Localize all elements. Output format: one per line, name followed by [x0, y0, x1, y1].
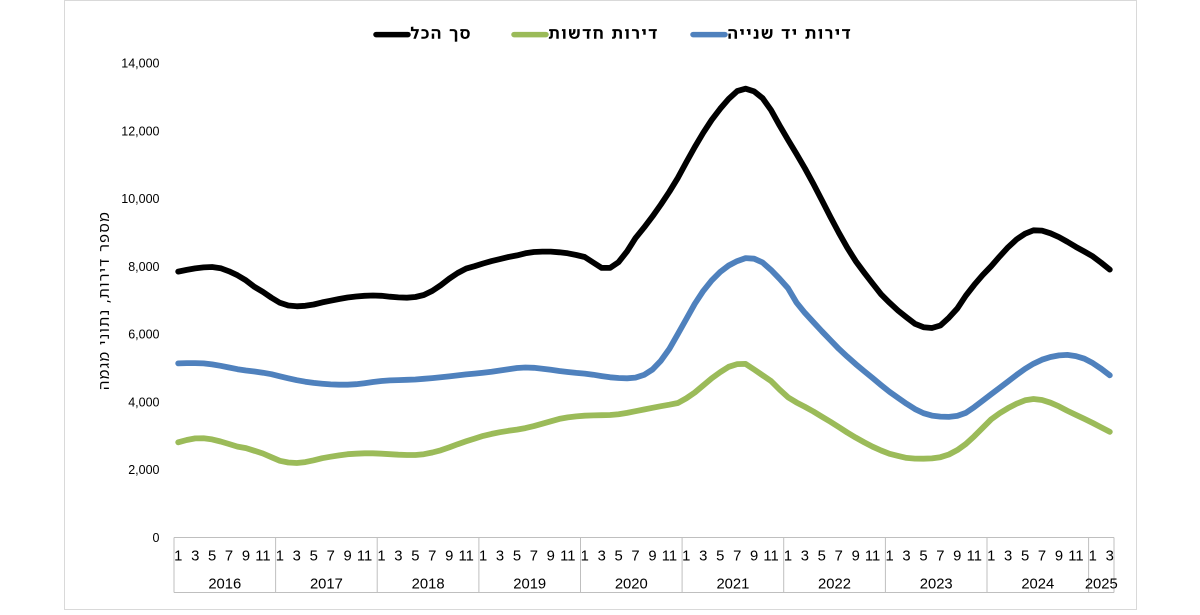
svg-text:3: 3 [801, 549, 809, 565]
svg-text:2017: 2017 [310, 577, 343, 593]
svg-text:9: 9 [852, 549, 860, 565]
svg-text:2023: 2023 [920, 577, 953, 593]
svg-text:11: 11 [357, 549, 372, 565]
svg-text:3: 3 [1004, 549, 1012, 565]
svg-text:7: 7 [835, 549, 843, 565]
svg-text:1: 1 [784, 549, 792, 565]
svg-text:9: 9 [1055, 549, 1063, 565]
svg-text:7: 7 [428, 549, 436, 565]
svg-text:11: 11 [865, 549, 880, 565]
svg-text:2016: 2016 [208, 577, 241, 593]
svg-text:1: 1 [581, 549, 589, 565]
svg-text:5: 5 [513, 549, 521, 565]
svg-text:3: 3 [598, 549, 606, 565]
svg-text:5: 5 [310, 549, 318, 565]
svg-text:10,000: 10,000 [121, 192, 159, 206]
svg-text:3: 3 [1106, 549, 1114, 565]
svg-text:11: 11 [255, 549, 270, 565]
svg-text:2024: 2024 [1021, 577, 1054, 593]
svg-text:5: 5 [411, 549, 419, 565]
svg-text:2,000: 2,000 [128, 463, 159, 477]
svg-text:2018: 2018 [412, 577, 445, 593]
svg-text:12,000: 12,000 [121, 124, 159, 138]
svg-text:7: 7 [733, 549, 741, 565]
svg-text:9: 9 [343, 549, 351, 565]
svg-text:3: 3 [496, 549, 504, 565]
svg-text:2025: 2025 [1085, 577, 1118, 593]
svg-text:0: 0 [153, 531, 160, 545]
svg-text:1: 1 [682, 549, 690, 565]
svg-text:2022: 2022 [818, 577, 851, 593]
svg-text:3: 3 [394, 549, 402, 565]
svg-text:5: 5 [208, 549, 216, 565]
svg-text:7: 7 [225, 549, 233, 565]
svg-text:5: 5 [614, 549, 622, 565]
svg-text:7: 7 [530, 549, 538, 565]
svg-text:9: 9 [953, 549, 961, 565]
svg-text:3: 3 [699, 549, 707, 565]
svg-text:5: 5 [1021, 549, 1029, 565]
svg-text:11: 11 [1068, 549, 1083, 565]
svg-text:11: 11 [560, 549, 575, 565]
svg-text:2021: 2021 [716, 577, 749, 593]
svg-text:11: 11 [763, 549, 778, 565]
svg-text:11: 11 [459, 549, 474, 565]
svg-text:14,000: 14,000 [121, 57, 159, 71]
svg-text:9: 9 [445, 549, 453, 565]
svg-text:8,000: 8,000 [128, 260, 159, 274]
svg-text:3: 3 [902, 549, 910, 565]
svg-text:9: 9 [648, 549, 656, 565]
svg-text:11: 11 [967, 549, 982, 565]
svg-text:6,000: 6,000 [128, 328, 159, 342]
svg-text:1: 1 [174, 549, 182, 565]
svg-text:1: 1 [987, 549, 995, 565]
svg-text:9: 9 [242, 549, 250, 565]
svg-text:1: 1 [885, 549, 893, 565]
svg-text:9: 9 [547, 549, 555, 565]
svg-text:5: 5 [818, 549, 826, 565]
svg-text:7: 7 [327, 549, 335, 565]
svg-text:2019: 2019 [513, 577, 546, 593]
svg-text:7: 7 [1038, 549, 1046, 565]
svg-text:5: 5 [919, 549, 927, 565]
svg-text:1: 1 [479, 549, 487, 565]
svg-text:3: 3 [191, 549, 199, 565]
svg-text:4,000: 4,000 [128, 395, 159, 409]
svg-text:7: 7 [631, 549, 639, 565]
svg-text:1: 1 [1089, 549, 1097, 565]
svg-text:1: 1 [276, 549, 284, 565]
svg-text:11: 11 [662, 549, 677, 565]
svg-text:3: 3 [293, 549, 301, 565]
svg-text:2020: 2020 [615, 577, 648, 593]
svg-text:7: 7 [936, 549, 944, 565]
svg-text:1: 1 [377, 549, 385, 565]
svg-text:5: 5 [716, 549, 724, 565]
svg-text:9: 9 [750, 549, 758, 565]
